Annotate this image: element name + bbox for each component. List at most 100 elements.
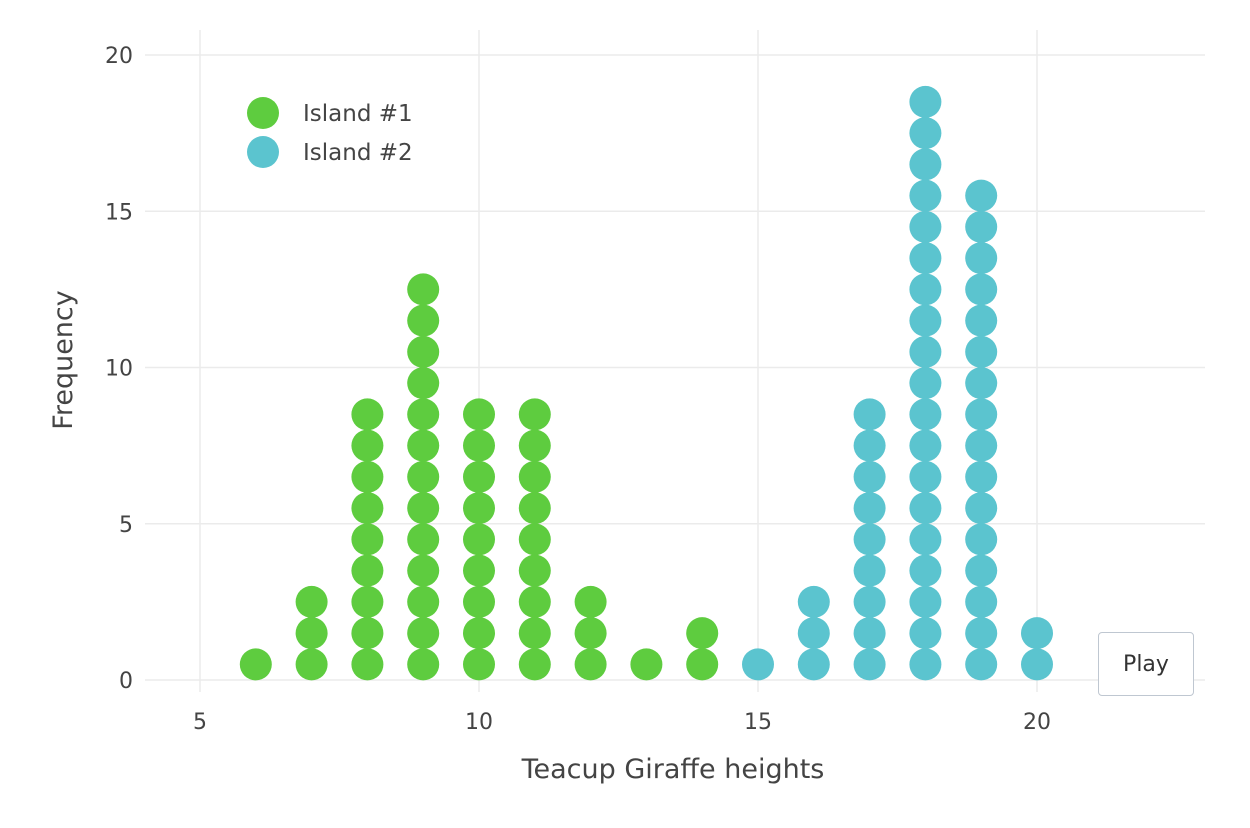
data-point-series-2	[909, 179, 942, 212]
play-button[interactable]: Play	[1098, 632, 1194, 696]
data-point-series-2	[965, 398, 998, 431]
data-point-series-2	[909, 554, 942, 587]
data-point-series-1	[407, 460, 440, 493]
data-point-series-1	[239, 648, 272, 681]
x-tick-label: 5	[193, 710, 207, 735]
y-tick-label: 5	[119, 513, 133, 538]
data-point-series-2	[909, 148, 942, 181]
data-point-series-2	[909, 242, 942, 275]
y-tick-label: 0	[119, 669, 133, 694]
data-point-series-1	[351, 554, 384, 587]
data-point-series-1	[351, 492, 384, 525]
data-point-series-1	[407, 304, 440, 337]
y-tick-label: 20	[105, 44, 133, 69]
data-point-series-2	[965, 335, 998, 368]
data-point-series-2	[909, 648, 942, 681]
data-point-series-1	[407, 554, 440, 587]
data-point-series-1	[630, 648, 663, 681]
data-point-series-2	[909, 429, 942, 462]
data-point-series-2	[909, 117, 942, 150]
legend-label-island-2: Island #2	[303, 140, 413, 166]
data-point-series-2	[965, 210, 998, 243]
data-point-series-2	[909, 210, 942, 243]
data-point-series-1	[463, 617, 495, 650]
data-point-series-2	[797, 585, 830, 618]
data-point-series-2	[1021, 617, 1053, 650]
tick-labels: 5 10 15 20 0 5 10 15 20	[105, 44, 1051, 735]
data-point-series-2	[853, 460, 886, 493]
data-point-series-2	[909, 617, 942, 650]
data-point-series-1	[463, 554, 495, 587]
data-point-series-2	[1021, 648, 1053, 681]
data-point-series-2	[853, 429, 886, 462]
legend-label-island-1: Island #1	[303, 101, 413, 127]
y-tick-label: 10	[105, 357, 133, 382]
data-point-series-1	[518, 398, 551, 431]
data-point-series-1	[463, 523, 495, 556]
x-axis-title: Teacup Giraffe heights	[521, 754, 825, 785]
data-point-series-1	[574, 617, 607, 650]
data-point-series-1	[518, 585, 551, 618]
data-point-series-1	[518, 617, 551, 650]
data-point-series-1	[351, 617, 384, 650]
y-tick-label: 15	[105, 200, 133, 225]
data-point-series-2	[965, 242, 998, 275]
data-point-series-2	[965, 273, 998, 306]
data-point-series-1	[407, 617, 440, 650]
data-point-series-2	[965, 617, 998, 650]
data-point-series-2	[965, 179, 998, 212]
data-point-series-1	[407, 273, 440, 306]
data-point-series-1	[351, 429, 384, 462]
data-point-series-2	[853, 492, 886, 525]
data-point-series-2	[965, 554, 998, 587]
data-point-series-1	[463, 460, 495, 493]
data-point-series-1	[351, 523, 384, 556]
data-point-series-1	[351, 648, 384, 681]
data-point-series-2	[853, 523, 886, 556]
data-point-series-2	[965, 523, 998, 556]
legend-marker-island-2	[247, 136, 279, 168]
data-point-series-1	[295, 617, 328, 650]
data-point-series-1	[686, 617, 719, 650]
data-point-series-1	[463, 585, 495, 618]
data-point-series-2	[853, 554, 886, 587]
data-point-series-1	[518, 460, 551, 493]
legend-marker-island-1	[247, 97, 279, 129]
data-point-series-1	[518, 429, 551, 462]
data-point-series-1	[686, 648, 719, 681]
data-point-series-1	[518, 523, 551, 556]
data-point-series-1	[295, 585, 328, 618]
x-tick-label: 10	[465, 710, 493, 735]
data-point-series-1	[407, 523, 440, 556]
data-point-series-2	[909, 85, 942, 118]
data-point-series-1	[463, 492, 495, 525]
data-point-series-2	[965, 492, 998, 525]
data-point-series-1	[518, 492, 551, 525]
data-point-series-1	[351, 398, 384, 431]
data-point-series-2	[853, 585, 886, 618]
data-point-series-1	[407, 429, 440, 462]
data-point-series-2	[742, 648, 774, 681]
data-point-series-2	[965, 304, 998, 337]
data-point-series-2	[797, 648, 830, 681]
grid	[145, 30, 1205, 692]
data-point-series-2	[909, 585, 942, 618]
data-point-series-2	[909, 304, 942, 337]
data-point-series-2	[965, 429, 998, 462]
data-point-series-1	[518, 554, 551, 587]
legend: Island #1 Island #2	[247, 97, 413, 168]
data-point-series-1	[407, 585, 440, 618]
data-point-series-1	[463, 398, 495, 431]
data-point-series-2	[965, 460, 998, 493]
data-point-series-2	[909, 460, 942, 493]
data-point-series-1	[407, 398, 440, 431]
data-point-series-1	[295, 648, 328, 681]
data-point-series-2	[909, 398, 942, 431]
data-point-series-1	[351, 585, 384, 618]
data-point-series-1	[574, 585, 607, 618]
data-point-series-2	[909, 523, 942, 556]
data-point-series-1	[407, 648, 440, 681]
data-point-series-1	[407, 367, 440, 400]
data-point-series-1	[407, 335, 440, 368]
